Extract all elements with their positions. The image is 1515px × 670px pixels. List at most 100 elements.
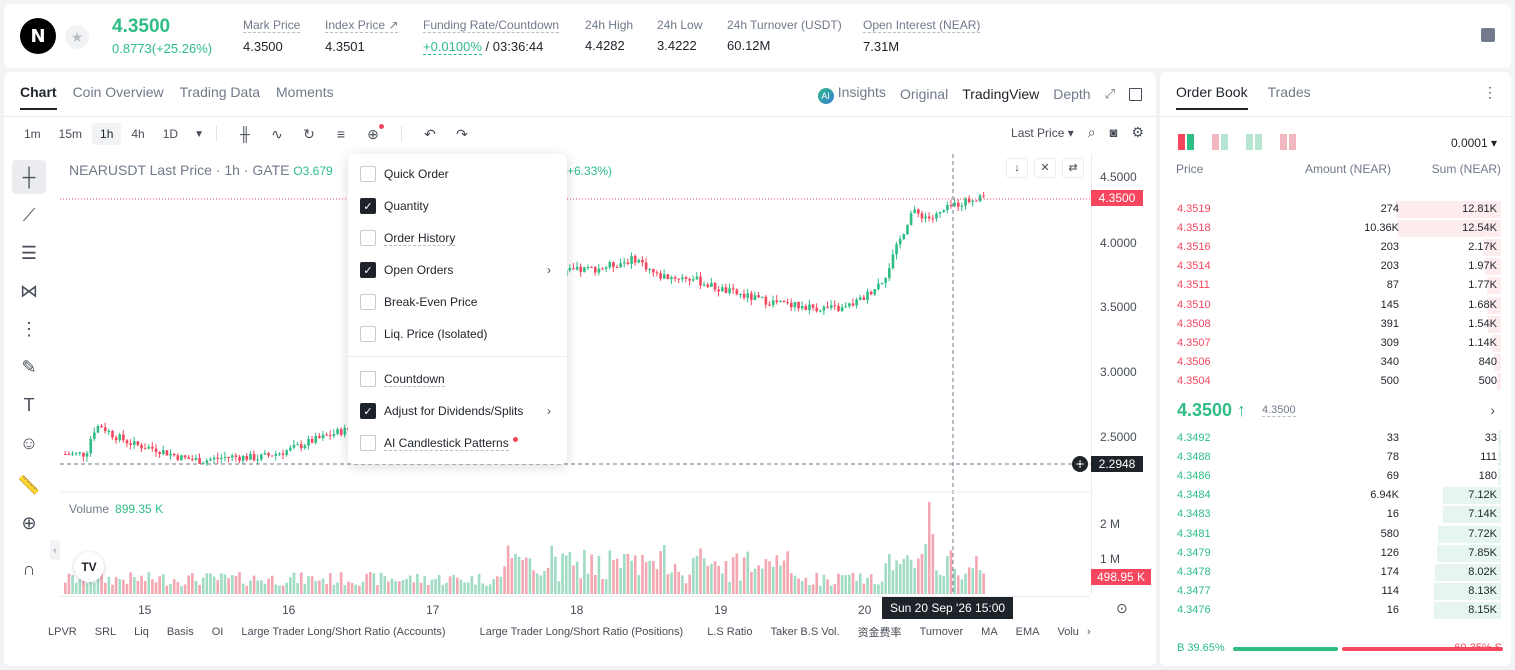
bid-row[interactable]: 4.3476 16 8.15K <box>1160 601 1511 620</box>
ask-row[interactable]: 4.3514 203 1.97K <box>1160 257 1511 276</box>
fib-icon[interactable]: ⋮ <box>20 318 38 339</box>
trend-line-icon[interactable]: ⟋ <box>22 204 36 225</box>
collapse-icon[interactable]: ✕ <box>1034 158 1056 178</box>
magnet-icon[interactable]: ∩ <box>22 558 36 579</box>
candlestick-plot[interactable]: + <box>60 154 1090 594</box>
interval-1h[interactable]: 1h <box>92 123 122 145</box>
tab-trading-data[interactable]: Trading Data <box>179 84 261 100</box>
tab-original[interactable]: Original <box>899 86 949 102</box>
swap-icon[interactable]: ⇄ <box>1062 158 1084 178</box>
interval-1d[interactable]: 1D <box>162 127 179 141</box>
indicator-ema[interactable]: EMA <box>1015 626 1040 638</box>
interval-dropdown-icon[interactable]: ▼ <box>194 128 204 140</box>
book-split-icon[interactable] <box>1212 134 1228 150</box>
book-bids-icon[interactable] <box>1246 134 1262 150</box>
ask-row[interactable]: 4.3516 203 2.17K <box>1160 238 1511 257</box>
menu-item-quantity[interactable]: ✓ Quantity <box>360 196 555 216</box>
horizontal-lines-icon[interactable]: ☰ <box>20 242 38 263</box>
brush-icon[interactable]: ✎ <box>21 356 37 377</box>
crosshair-icon[interactable]: ┼ <box>12 160 46 194</box>
menu-item-open-orders[interactable]: ✓ Open Orders › <box>360 260 555 280</box>
gear-icon[interactable]: ⚙ <box>1131 124 1144 140</box>
tab-depth[interactable]: Depth <box>1053 86 1091 102</box>
indicator-funding-rate[interactable]: 资金费率 <box>857 627 902 639</box>
checkbox-checked[interactable]: ✓ <box>360 262 376 278</box>
ruler-icon[interactable]: 📏 <box>17 474 41 495</box>
bid-row[interactable]: 4.3477 114 8.13K <box>1160 582 1511 601</box>
indicator-lt-accounts[interactable]: Large Trader Long/Short Ratio (Accounts) <box>241 626 446 638</box>
checkbox[interactable] <box>360 294 376 310</box>
interval-15m[interactable]: 15m <box>58 127 83 141</box>
tab-coin-overview[interactable]: Coin Overview <box>72 84 164 100</box>
ask-row[interactable]: 4.3519 274 12.81K <box>1160 200 1511 219</box>
tab-chart[interactable]: Chart <box>20 84 57 110</box>
crosshair-add-icon[interactable] <box>1072 456 1088 472</box>
tab-trades[interactable]: Trades <box>1267 84 1311 100</box>
precision-select[interactable]: 0.0001 ▾ <box>1450 136 1497 150</box>
bid-row[interactable]: 4.3481 580 7.72K <box>1160 525 1511 544</box>
indicators-icon[interactable]: ∿ <box>271 126 283 142</box>
price-source-select[interactable]: Last Price ▾ <box>1011 125 1074 140</box>
bid-row[interactable]: 4.3488 78 111 <box>1160 448 1511 467</box>
checkbox-checked[interactable]: ✓ <box>360 403 376 419</box>
checkbox[interactable] <box>360 230 376 246</box>
expand-icon[interactable]: ⤢ <box>1104 86 1115 101</box>
bid-row[interactable]: 4.3483 16 7.14K <box>1160 505 1511 524</box>
checkbox[interactable] <box>360 371 376 387</box>
ask-row[interactable]: 4.3506 340 840 <box>1160 353 1511 372</box>
ask-row[interactable]: 4.3508 391 1.54K <box>1160 315 1511 334</box>
camera-icon[interactable]: ◙ <box>1109 125 1118 140</box>
indicator-ma[interactable]: MA <box>981 626 998 638</box>
bid-row[interactable]: 4.3478 174 8.02K <box>1160 563 1511 582</box>
chevron-right-icon[interactable]: › <box>1086 626 1091 638</box>
undo-icon[interactable]: ↶ <box>424 126 436 142</box>
indicator-srl[interactable]: SRL <box>94 626 117 638</box>
tab-order-book[interactable]: Order Book <box>1176 84 1248 110</box>
tab-moments[interactable]: Moments <box>276 84 334 100</box>
favorite-star-icon[interactable]: ★ <box>65 25 89 49</box>
template-icon[interactable]: ≡ <box>336 126 346 142</box>
ask-row[interactable]: 4.3504 500 500 <box>1160 372 1511 391</box>
menu-item-break-even[interactable]: Break-Even Price <box>360 292 555 312</box>
checkbox[interactable] <box>360 326 376 342</box>
indicator-basis[interactable]: Basis <box>166 626 194 638</box>
ask-row[interactable]: 4.3511 87 1.77K <box>1160 276 1511 295</box>
bid-row[interactable]: 4.3492 33 33 <box>1160 429 1511 448</box>
indicator-lt-positions[interactable]: Large Trader Long/Short Ratio (Positions… <box>479 626 684 638</box>
indicator-oi[interactable]: OI <box>211 626 224 638</box>
chevron-right-icon[interactable]: › <box>547 263 551 277</box>
menu-item-quick-order[interactable]: Quick Order <box>360 164 555 184</box>
menu-item-ai-patterns[interactable]: AI Candlestick Patterns <box>360 433 555 453</box>
add-icon[interactable]: ⊕ <box>365 124 384 142</box>
search-icon[interactable]: ⌕ <box>1087 124 1096 140</box>
checkbox[interactable] <box>360 166 376 182</box>
bid-row[interactable]: 4.3479 126 7.85K <box>1160 544 1511 563</box>
emoji-icon[interactable]: ☺ <box>19 432 39 453</box>
book-asks-icon[interactable] <box>1280 134 1296 150</box>
menu-item-countdown[interactable]: Countdown <box>360 369 555 389</box>
interval-4h[interactable]: 4h <box>131 127 145 141</box>
refresh-icon[interactable]: ↻ <box>303 126 315 142</box>
indicator-turnover[interactable]: Turnover <box>919 626 964 638</box>
interval-1m[interactable]: 1m <box>24 127 41 141</box>
stat-index-price[interactable]: Index Price ↗ 4.3501 <box>325 18 399 54</box>
collapse-toolbar-icon[interactable]: ‹ <box>50 540 60 560</box>
indicator-volume[interactable]: Volu <box>1057 626 1079 638</box>
candle-type-icon[interactable]: ╫ <box>240 126 250 142</box>
indicator-lpvr[interactable]: LPVR <box>48 626 77 638</box>
window-icon[interactable] <box>1129 87 1142 101</box>
book-both-icon[interactable] <box>1178 134 1194 150</box>
tab-tradingview[interactable]: TradingView <box>962 86 1040 102</box>
checkbox-checked[interactable]: ✓ <box>360 198 376 214</box>
ask-row[interactable]: 4.3510 145 1.68K <box>1160 296 1511 315</box>
insights-button[interactable]: AI Insights <box>817 84 886 104</box>
zoom-icon[interactable]: ⊕ <box>21 512 37 533</box>
chevron-right-icon[interactable]: › <box>547 404 551 418</box>
bid-row[interactable]: 4.3486 69 180 <box>1160 467 1511 486</box>
indicator-ls-ratio[interactable]: L.S Ratio <box>707 626 753 638</box>
menu-item-order-history[interactable]: Order History <box>360 228 555 248</box>
scale-settings-icon[interactable]: ⊙ <box>1116 600 1128 616</box>
indicator-liq[interactable]: Liq <box>134 626 149 638</box>
bid-row[interactable]: 4.3484 6.94K 7.12K <box>1160 486 1511 505</box>
indicator-taker-vol[interactable]: Taker B.S Vol. <box>770 626 840 638</box>
